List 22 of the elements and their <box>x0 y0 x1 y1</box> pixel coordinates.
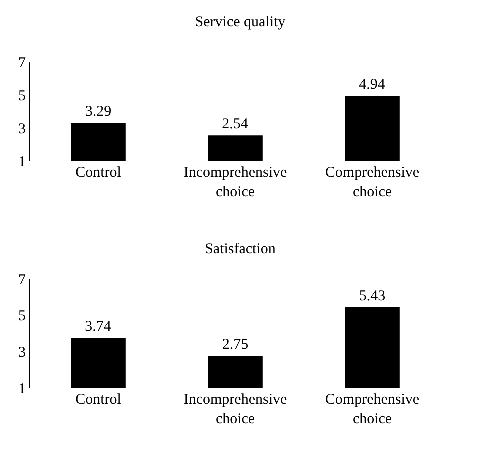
y-tick-label: 5 <box>18 88 26 104</box>
y-tick-label: 7 <box>18 272 26 288</box>
y-tick-label: 1 <box>18 381 26 398</box>
chart-title: Satisfaction <box>205 241 276 258</box>
x-tick-label: Incomprehensive choice <box>184 165 288 200</box>
data-label: 3.74 <box>85 319 112 336</box>
y-tick-label: 3 <box>18 344 26 361</box>
x-tick-label: Control <box>76 165 122 181</box>
data-label: 5.43 <box>359 288 386 305</box>
y-tick-label: 1 <box>18 154 26 170</box>
y-tick-label: 7 <box>18 55 26 72</box>
chart-title: Service quality <box>195 14 286 30</box>
x-tick-label: Control <box>76 392 122 408</box>
x-tick-label: Incomprehensive choice <box>184 392 288 428</box>
data-label: 4.94 <box>359 76 386 93</box>
x-tick-label: Comprehensive choice <box>325 392 420 428</box>
data-label: 3.29 <box>85 104 112 120</box>
y-tick-label: 3 <box>18 121 26 138</box>
data-label: 2.54 <box>222 116 249 133</box>
x-tick-label: Comprehensive choice <box>325 165 420 200</box>
data-label: 2.75 <box>222 337 249 354</box>
y-tick-label: 5 <box>18 308 26 325</box>
